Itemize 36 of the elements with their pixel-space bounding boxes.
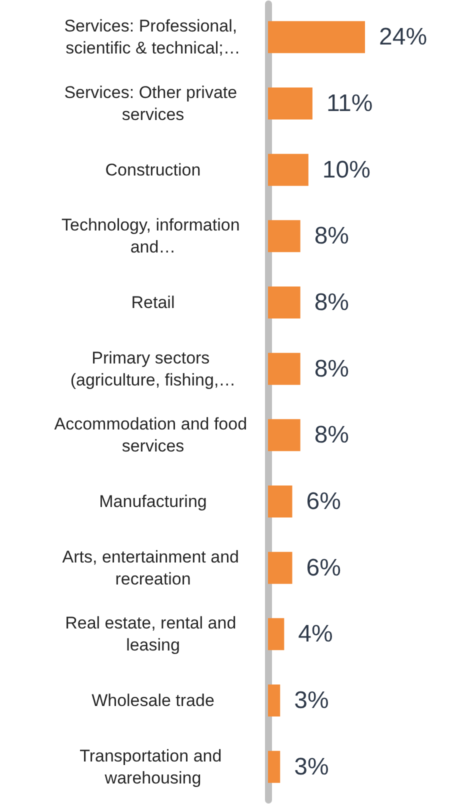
bar	[268, 750, 280, 783]
y-tick-label: Construction	[105, 160, 201, 180]
bar	[268, 286, 300, 318]
data-label: 10%	[322, 156, 370, 184]
data-label: 6%	[306, 554, 341, 582]
bar	[268, 21, 365, 54]
y-tick-label: Manufacturing	[99, 492, 207, 511]
bar	[268, 486, 292, 518]
bar	[268, 419, 300, 452]
bar	[268, 88, 312, 120]
y-tick-label: Technology, information and…	[61, 216, 245, 257]
y-tick-label: Retail	[131, 293, 175, 312]
bar	[268, 154, 308, 186]
y-tick-label: Primary sectors (agriculture, fishing,…	[70, 348, 236, 390]
bar	[268, 618, 284, 650]
data-label: 24%	[379, 24, 428, 51]
data-label: 8%	[314, 355, 350, 382]
bar	[268, 552, 292, 584]
bar	[268, 220, 300, 252]
bar	[268, 352, 300, 385]
data-label: 11%	[326, 90, 373, 117]
y-tick-label: Wholesale trade	[92, 691, 214, 710]
y-tick-label: Arts, entertainment and recreation	[62, 547, 244, 588]
data-label: 8%	[314, 422, 350, 449]
data-label: 4%	[298, 620, 333, 648]
y-tick-label: Transportation and warehousing	[80, 746, 226, 788]
data-label: 3%	[294, 687, 329, 714]
data-label: 8%	[314, 289, 350, 316]
data-label: 8%	[314, 222, 350, 250]
y-tick-label: Accommodation and food services	[54, 414, 252, 456]
y-tick-label: Real estate, rental and leasing	[65, 614, 241, 655]
data-label: 3%	[294, 753, 329, 780]
data-label: 6%	[306, 488, 341, 515]
bar	[268, 684, 280, 716]
y-tick-label: Services: Other private services	[64, 83, 242, 124]
y-tick-label: Services: Professional, scientific & technical;…	[64, 16, 242, 58]
